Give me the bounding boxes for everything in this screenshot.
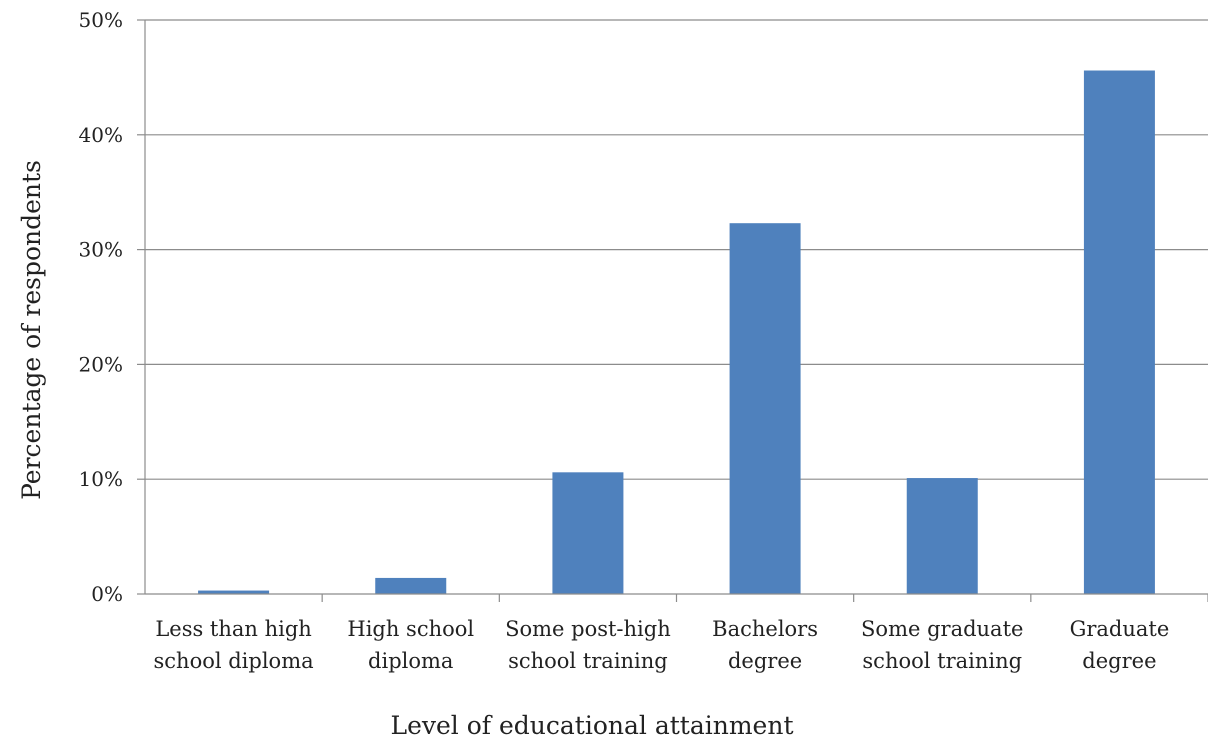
y-tick-labels: 0% 10% 20% 30% 40% 50% — [79, 8, 123, 606]
y-axis-title: Percentage of respondents — [17, 160, 46, 500]
x-category-label: Some post-high — [505, 617, 671, 641]
bar — [552, 472, 624, 594]
x-category-label: school diploma — [154, 649, 314, 673]
axes — [137, 19, 1208, 602]
y-tick-label: 50% — [79, 8, 123, 32]
x-category-label: Less than high — [155, 617, 312, 641]
x-category-label: Some graduate — [861, 617, 1023, 641]
x-category-label: school training — [508, 649, 668, 673]
x-category-label: Bachelors — [712, 617, 818, 641]
y-tick-label: 0% — [91, 582, 123, 606]
x-category-label: Graduate — [1070, 617, 1170, 641]
x-category-label: school training — [862, 649, 1022, 673]
x-category-label: High school — [347, 617, 474, 641]
x-category-label: degree — [1082, 649, 1156, 673]
bar — [729, 223, 801, 595]
x-axis-title: Level of educational attainment — [390, 711, 793, 740]
y-tick-label: 30% — [79, 238, 123, 262]
x-category-label: degree — [728, 649, 802, 673]
y-tick-label: 10% — [79, 467, 123, 491]
y-tick-label: 40% — [79, 123, 123, 147]
bars — [198, 70, 1155, 595]
y-tick-label: 20% — [79, 352, 123, 376]
gridlines — [145, 19, 1208, 480]
bar — [1083, 70, 1155, 594]
bar — [198, 590, 270, 594]
x-category-label: diploma — [368, 649, 453, 673]
bar — [906, 478, 978, 594]
bar — [375, 577, 447, 594]
x-tick-labels: Less than high school diploma High school d… — [154, 617, 1170, 673]
